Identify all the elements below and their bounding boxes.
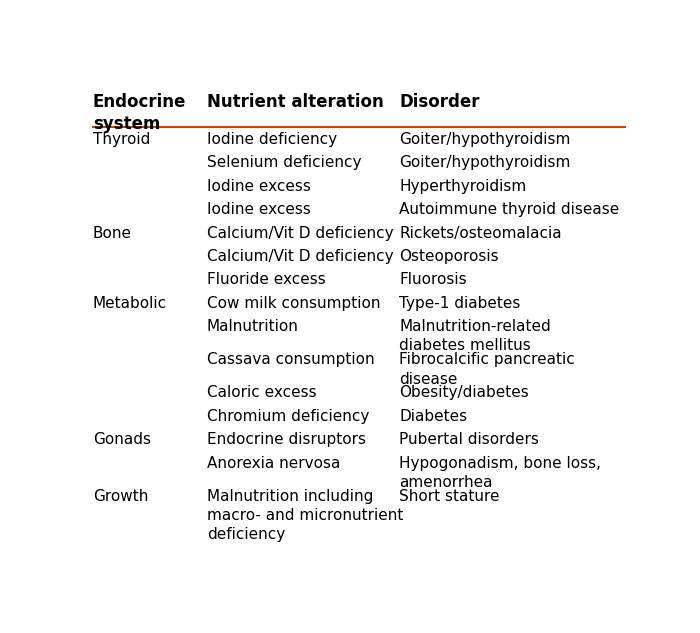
- Text: Metabolic: Metabolic: [93, 296, 167, 311]
- Text: Malnutrition: Malnutrition: [207, 319, 299, 334]
- Text: Fibrocalcific pancreatic
disease: Fibrocalcific pancreatic disease: [400, 353, 575, 387]
- Text: Growth: Growth: [93, 489, 148, 504]
- Text: Obesity/diabetes: Obesity/diabetes: [400, 385, 529, 401]
- Text: Malnutrition-related
diabetes mellitus: Malnutrition-related diabetes mellitus: [400, 319, 551, 353]
- Text: Endocrine disruptors: Endocrine disruptors: [207, 432, 366, 448]
- Text: Fluorosis: Fluorosis: [400, 272, 467, 287]
- Text: Malnutrition including
macro- and micronutrient
deficiency: Malnutrition including macro- and micron…: [207, 489, 403, 542]
- Text: Thyroid: Thyroid: [93, 132, 150, 147]
- Text: Anorexia nervosa: Anorexia nervosa: [207, 456, 340, 471]
- Text: Diabetes: Diabetes: [400, 409, 468, 424]
- Text: Calcium/Vit D deficiency: Calcium/Vit D deficiency: [207, 225, 393, 241]
- Text: Hypogonadism, bone loss,
amenorrhea: Hypogonadism, bone loss, amenorrhea: [400, 456, 601, 490]
- Text: Bone: Bone: [93, 225, 132, 241]
- Text: Osteoporosis: Osteoporosis: [400, 249, 499, 264]
- Text: Cow milk consumption: Cow milk consumption: [207, 296, 380, 311]
- Text: Hyperthyroidism: Hyperthyroidism: [400, 179, 526, 194]
- Text: Iodine excess: Iodine excess: [207, 202, 311, 217]
- Text: Pubertal disorders: Pubertal disorders: [400, 432, 539, 448]
- Text: Iodine deficiency: Iodine deficiency: [207, 132, 337, 147]
- Text: Goiter/hypothyroidism: Goiter/hypothyroidism: [400, 132, 570, 147]
- Text: Type-1 diabetes: Type-1 diabetes: [400, 296, 521, 311]
- Text: Goiter/hypothyroidism: Goiter/hypothyroidism: [400, 156, 570, 170]
- Text: Endocrine
system: Endocrine system: [93, 93, 186, 133]
- Text: Iodine excess: Iodine excess: [207, 179, 311, 194]
- Text: Selenium deficiency: Selenium deficiency: [207, 156, 361, 170]
- Text: Cassava consumption: Cassava consumption: [207, 353, 374, 367]
- Text: Fluoride excess: Fluoride excess: [207, 272, 326, 287]
- Text: Nutrient alteration: Nutrient alteration: [207, 93, 384, 111]
- Text: Gonads: Gonads: [93, 432, 151, 448]
- Text: Chromium deficiency: Chromium deficiency: [207, 409, 369, 424]
- Text: Autoimmune thyroid disease: Autoimmune thyroid disease: [400, 202, 620, 217]
- Text: Short stature: Short stature: [400, 489, 500, 504]
- Text: Calcium/Vit D deficiency: Calcium/Vit D deficiency: [207, 249, 393, 264]
- Text: Rickets/osteomalacia: Rickets/osteomalacia: [400, 225, 562, 241]
- Text: Disorder: Disorder: [400, 93, 480, 111]
- Text: Caloric excess: Caloric excess: [207, 385, 316, 401]
